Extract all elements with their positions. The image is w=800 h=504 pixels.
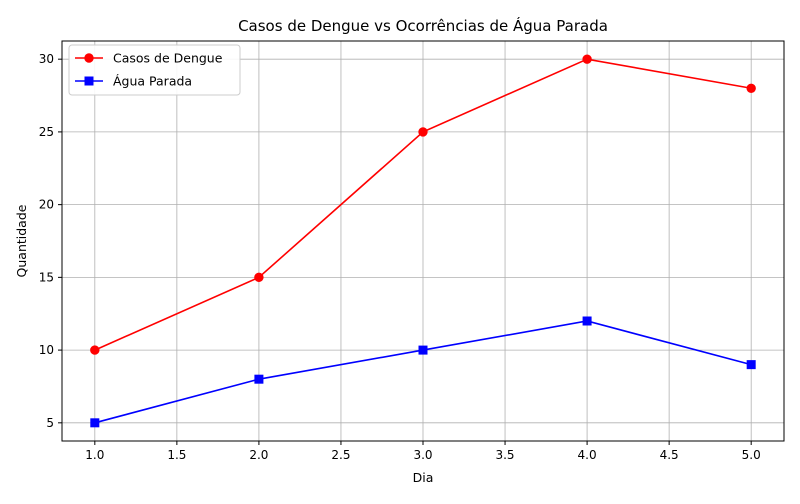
series-2-point <box>418 345 428 355</box>
y-tick-label: 25 <box>39 125 54 139</box>
legend-marker <box>84 76 94 86</box>
series-2-point <box>582 316 592 326</box>
series-1-group <box>90 54 756 355</box>
legend: Casos de Dengue Água Parada <box>68 44 241 96</box>
legend-marker <box>84 53 94 63</box>
x-tick-label: 4.5 <box>660 448 679 462</box>
x-tick-label: 5.0 <box>742 448 761 462</box>
legend-entry-1: Casos de Dengue <box>75 51 223 66</box>
chart-title: Casos de Dengue vs Ocorrências de Água P… <box>238 16 608 35</box>
series-1-point <box>90 345 100 355</box>
y-tick-label: 10 <box>39 343 54 357</box>
x-tick-label: 4.0 <box>578 448 597 462</box>
x-tick-label: 1.0 <box>85 448 104 462</box>
axis-ticks: 1.0 1.5 2.0 2.5 3.0 3.5 4.0 4.5 5.0 5 10 15 20 25 30 <box>39 52 761 462</box>
series-group <box>90 54 756 428</box>
y-tick-label: 30 <box>39 52 54 66</box>
series-2-point <box>254 374 264 384</box>
series-1-point <box>254 272 264 283</box>
x-tick-label: 2.5 <box>331 448 350 462</box>
x-tick-label: 3.0 <box>413 448 432 462</box>
legend-label: Água Parada <box>113 74 192 89</box>
legend-entry-2: Água Parada <box>75 74 192 89</box>
x-tick-label: 1.5 <box>167 448 186 462</box>
x-tick-label: 3.5 <box>495 448 514 462</box>
x-axis-label: Dia <box>413 470 434 485</box>
y-tick-label: 5 <box>46 416 54 430</box>
y-tick-label: 15 <box>39 270 54 284</box>
x-tick-label: 2.0 <box>249 448 268 462</box>
series-1-point <box>418 127 428 137</box>
y-axis-label: Quantidade <box>14 204 29 277</box>
legend-box <box>68 44 241 96</box>
y-tick-label: 20 <box>39 198 54 212</box>
series-2-point <box>90 418 100 428</box>
legend-label: Casos de Dengue <box>113 51 223 66</box>
series-2-group <box>90 316 756 428</box>
series-1-point <box>582 54 592 64</box>
grid <box>62 41 784 441</box>
series-2-point <box>746 360 756 370</box>
series-1-point <box>746 83 756 93</box>
